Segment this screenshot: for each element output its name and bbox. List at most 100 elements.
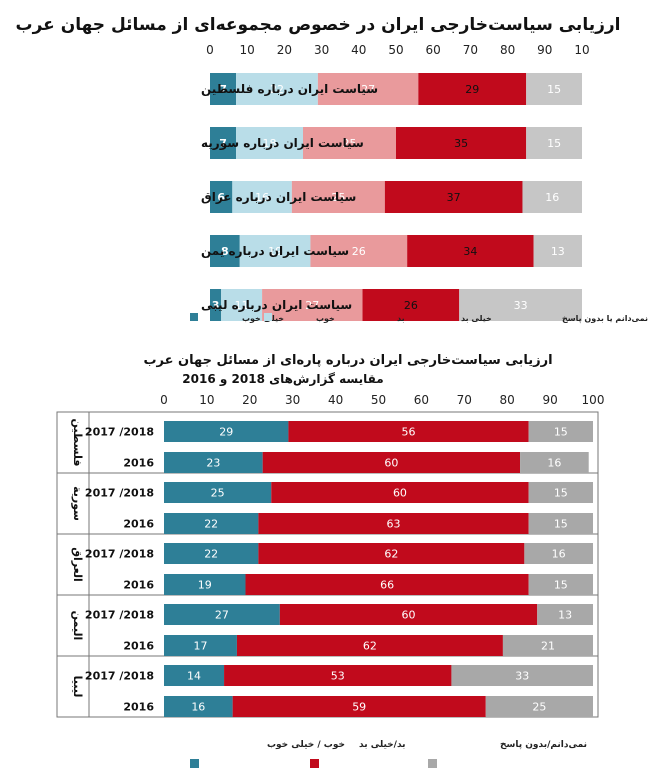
chart2-legend-label: نمی‌دانم/بدون پاسخ	[500, 740, 587, 750]
chart1-data-label: 25	[343, 137, 357, 150]
chart2-group-label: لیبیا	[71, 676, 84, 698]
chart2-x-tick-label: 40	[328, 393, 343, 407]
chart2-row-label: 2017 /2018	[85, 487, 154, 500]
chart2-data-label: 15	[554, 487, 568, 500]
chart2-x-tick-label: 20	[242, 393, 257, 407]
chart1-data-label: 16	[545, 191, 559, 204]
chart2-data-label: 22	[204, 548, 218, 561]
chart2-bar-segment	[164, 543, 259, 564]
chart1-bar-segment	[310, 235, 408, 267]
chart2-data-label: 33	[515, 670, 529, 683]
chart1-data-label: 27	[305, 299, 319, 312]
chart1-data-label: 37	[447, 191, 461, 204]
chart1-data-label: 26	[404, 299, 418, 312]
chart2-x-tick-label: 50	[371, 393, 386, 407]
chart1-bar-segment	[210, 73, 237, 105]
chart2-data-label: 59	[352, 701, 366, 714]
chart2-group-label: العراق	[71, 547, 84, 582]
chart1-x-tick-label: 80	[500, 43, 515, 57]
chart1-bar-segment	[396, 127, 527, 159]
chart1-category-label: سیاست ایران درباره عراق	[201, 190, 356, 204]
chart2-x-tick-label: 90	[542, 393, 557, 407]
chart1-legend-label: خیلی بد	[461, 314, 492, 323]
chart1-category-label: سیاست ایران درباره یمن	[201, 244, 349, 258]
chart1-x-tick-label: 70	[463, 43, 478, 57]
chart1-category-label: سیاست ایران درباره فلسطین	[201, 82, 378, 96]
chart2-bar-segment	[528, 421, 593, 442]
chart2-bar-segment	[528, 482, 593, 503]
chart2-bar-segment	[224, 665, 452, 686]
chart1-data-label: 18	[263, 137, 277, 150]
chart2-x-tick-label: 100	[582, 393, 605, 407]
chart2-bar-segment	[271, 482, 529, 503]
chart2-subtitle: مقایسه گزارش‌های 2018 و 2016	[182, 372, 383, 387]
chart1-data-label: 13	[551, 245, 565, 258]
chart2-row-label: 2017 /2018	[85, 548, 154, 561]
chart1-legend-swatch	[510, 313, 518, 321]
chart2-bar-segment	[279, 604, 538, 625]
chart1-legend-swatch	[190, 313, 198, 321]
chart2-bar-segment	[164, 421, 289, 442]
chart1-bar-segment	[210, 127, 237, 159]
chart2-x-tick-label: 30	[285, 393, 300, 407]
chart1-data-label: 7	[219, 83, 227, 96]
chart1-data-label: 35	[454, 137, 468, 150]
chart1-bar-segment	[232, 181, 292, 213]
chart2-legend-swatch	[310, 759, 319, 768]
chart2-x-axis: 0 10 20 30 40 50 60 70 80 90 100	[160, 393, 604, 407]
chart1-bar-segment	[303, 127, 396, 159]
chart1-legend-swatch	[409, 313, 417, 321]
chart1-data-label: 27	[361, 83, 375, 96]
chart2-data-label: 16	[552, 548, 566, 561]
chart2-bar-segment	[164, 696, 233, 717]
chart1-x-tick-label: 10	[574, 43, 589, 57]
chart2-data-label: 53	[331, 670, 345, 683]
chart1-data-label: 33	[514, 299, 528, 312]
chart2-row-label: 2017 /2018	[85, 670, 154, 683]
chart2-x-tick-label: 80	[500, 393, 515, 407]
chart2-group-label: سوریة	[71, 486, 84, 521]
chart2-legend-label: خوب / خیلی خوب	[267, 740, 345, 750]
chart1-legend-swatch	[264, 313, 272, 321]
chart1-x-tick-label: 20	[277, 43, 292, 57]
chart1-bar-segment	[236, 127, 303, 159]
chart1-legend-label: خیلی خوب	[242, 314, 284, 323]
chart2-data-label: 60	[402, 609, 416, 622]
chart2-bar-segment	[451, 665, 593, 686]
chart1-category-label: سیاست ایران درباره لیبی	[201, 298, 352, 312]
chart2-title: ارزیابی سیاست‌خارجی ایران درباره پاره‌ای…	[143, 353, 552, 368]
chart1-data-label: 34	[463, 245, 477, 258]
chart1-data-label: 16	[255, 191, 269, 204]
chart1-bar-segment	[533, 235, 582, 267]
chart1-bar-segment	[407, 235, 534, 267]
chart2-row-label: 2016	[123, 518, 154, 531]
chart2-data-label: 62	[384, 548, 398, 561]
chart1-bar-segment	[210, 289, 222, 321]
chart2-bar-segment	[528, 574, 593, 595]
chart2-bar-segment	[288, 421, 529, 442]
chart2-bar-segment	[164, 452, 263, 473]
chart1-bar-segment	[291, 181, 385, 213]
chart2-row-label: 2017 /2018	[85, 426, 154, 439]
chart2-data-label: 21	[541, 640, 555, 653]
chart2-legend-swatch	[428, 759, 437, 768]
chart2-row-label: 2016	[123, 640, 154, 653]
chart1-legend: خیلی خوب خوب بد خیلی بد نمی‌دانم یا بدون پاس…	[190, 313, 648, 323]
chart1-data-label: 11	[235, 299, 249, 312]
chart2-bars: 2017 /2018 29 56 15 2016 23 60 16 2017 /2018 25 60…	[85, 421, 593, 717]
chart2-group-label: فلسطین	[71, 419, 84, 467]
chart2-data-label: 15	[554, 579, 568, 592]
chart1-bar-segment	[239, 235, 311, 267]
chart1-bar-segment	[526, 127, 582, 159]
chart2-data-label: 16	[547, 457, 561, 470]
chart2-row-label: 2016	[123, 457, 154, 470]
chart2-bar-segment	[262, 452, 521, 473]
chart2-data-label: 16	[191, 701, 205, 714]
chart2-data-label: 15	[554, 426, 568, 439]
chart2-bar-segment	[164, 574, 246, 595]
chart2-data-label: 60	[393, 487, 407, 500]
chart2-x-tick-label: 70	[457, 393, 472, 407]
chart2-bar-segment	[524, 543, 593, 564]
chart2-bar-segment	[236, 635, 503, 656]
chart2-row-label: 2017 /2018	[85, 609, 154, 622]
